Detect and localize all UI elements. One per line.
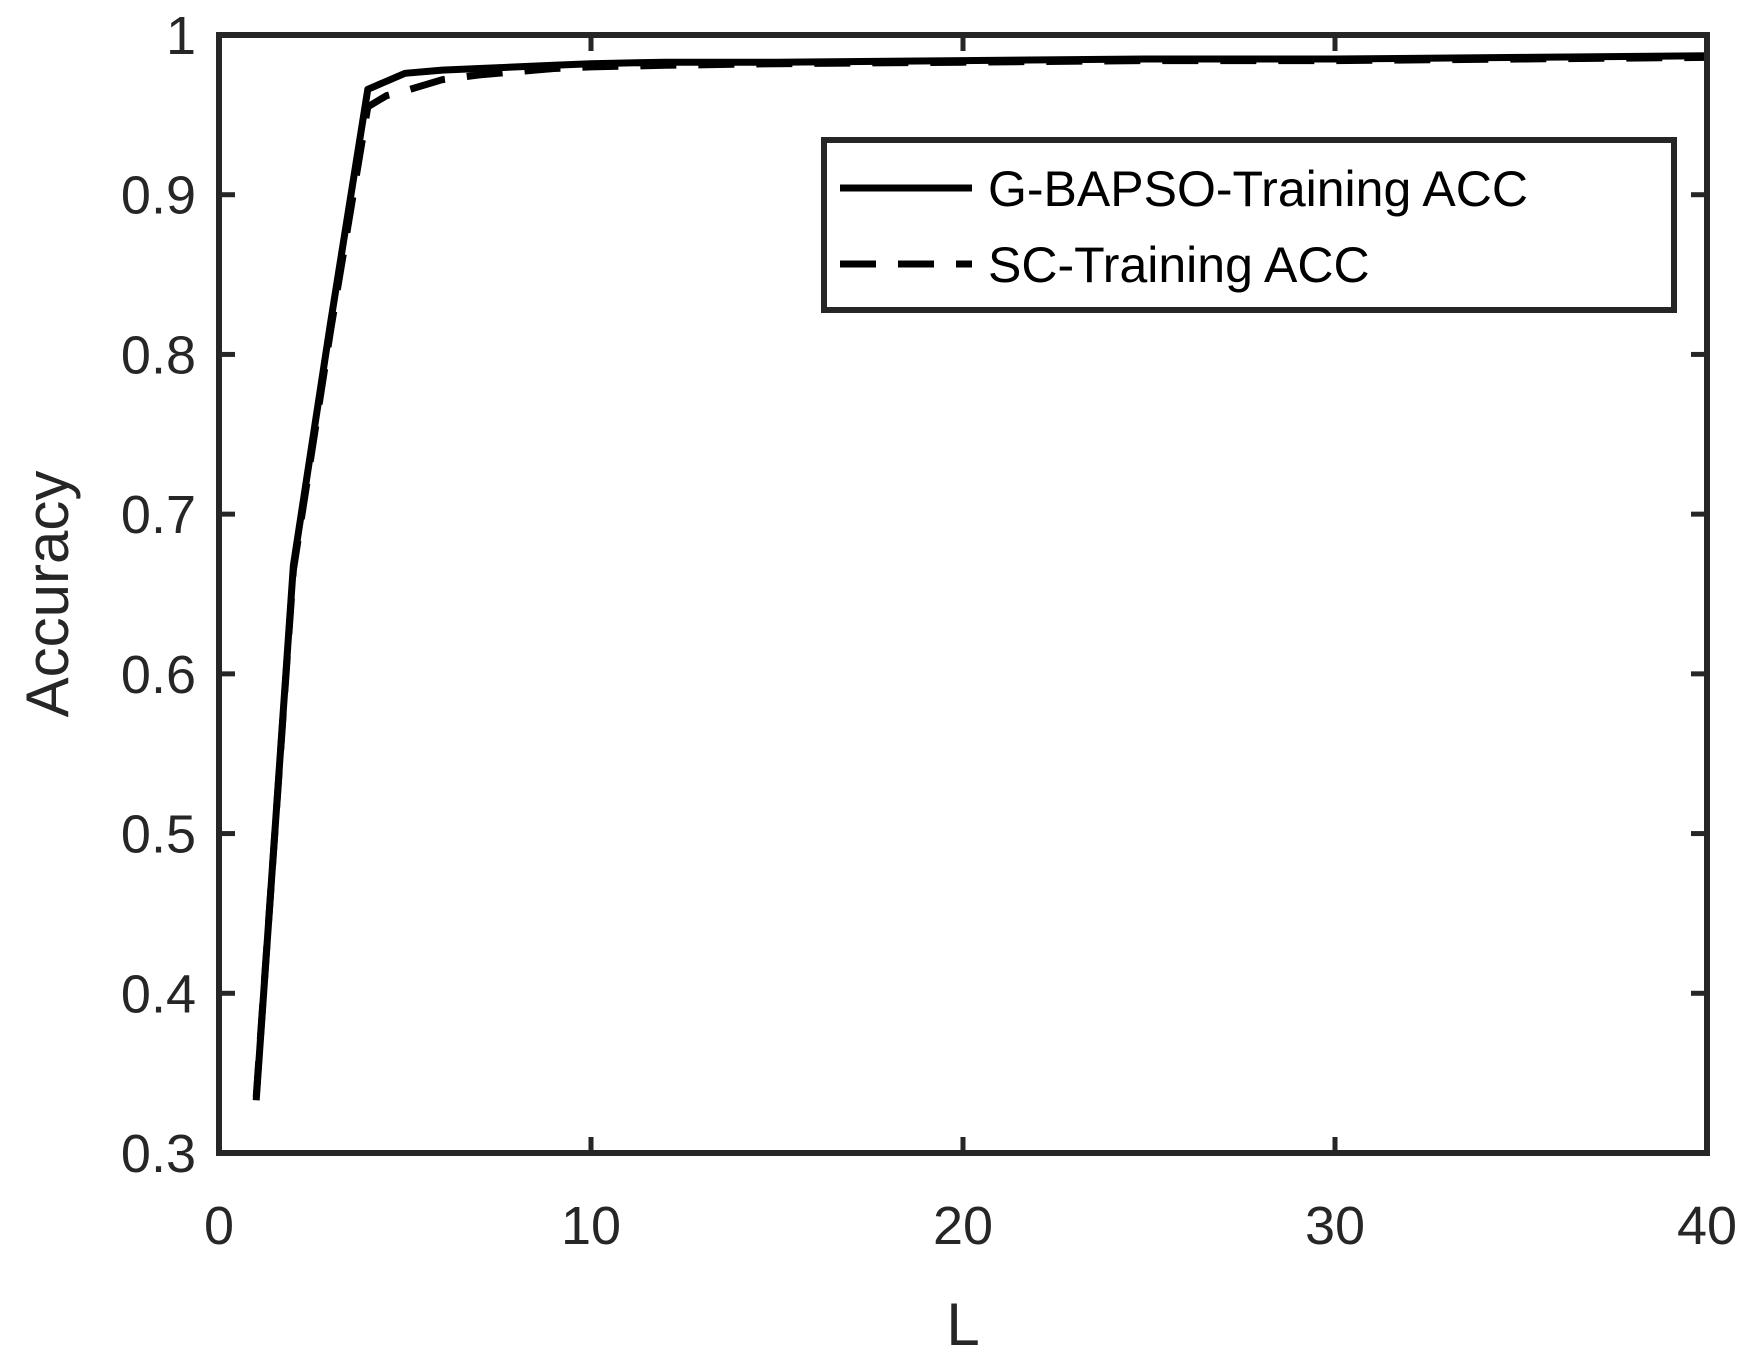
legend-box	[821, 137, 1677, 313]
y-tick-label-6: 0.9	[121, 166, 196, 226]
y-tick-label-1: 0.4	[121, 964, 196, 1024]
x-axis-label: L	[946, 1291, 979, 1358]
y-tick-label-2: 0.5	[121, 805, 196, 865]
x-tick-label-1: 10	[561, 1196, 621, 1256]
legend-label-g-bapso: G-BAPSO-Training ACC	[988, 161, 1528, 217]
y-axis-label: Accuracy	[14, 471, 81, 718]
legend-label-sc: SC-Training ACC	[988, 237, 1370, 293]
tick-layer: 0 10 20 30 40 0.3 0.4 0.5 0.6 0.7 0.8 0.9 1	[121, 6, 1737, 1256]
series-layer	[252, 52, 1708, 1101]
x-tick-label-4: 40	[1677, 1196, 1737, 1256]
series-line-1	[252, 53, 1708, 1098]
x-tick-label-0: 0	[204, 1196, 234, 1256]
y-tick-label-7: 1	[166, 6, 196, 66]
legend: G-BAPSO-Training ACC SC-Training ACC	[821, 137, 1677, 313]
y-tick-label-5: 0.8	[121, 325, 196, 385]
y-tick-label-0: 0.3	[121, 1124, 196, 1184]
plot-frame	[216, 32, 1710, 1156]
x-tick-label-2: 20	[933, 1196, 993, 1256]
y-tick-label-3: 0.6	[121, 645, 196, 705]
y-tick-label-4: 0.7	[121, 485, 196, 545]
x-tick-label-3: 30	[1305, 1196, 1365, 1256]
